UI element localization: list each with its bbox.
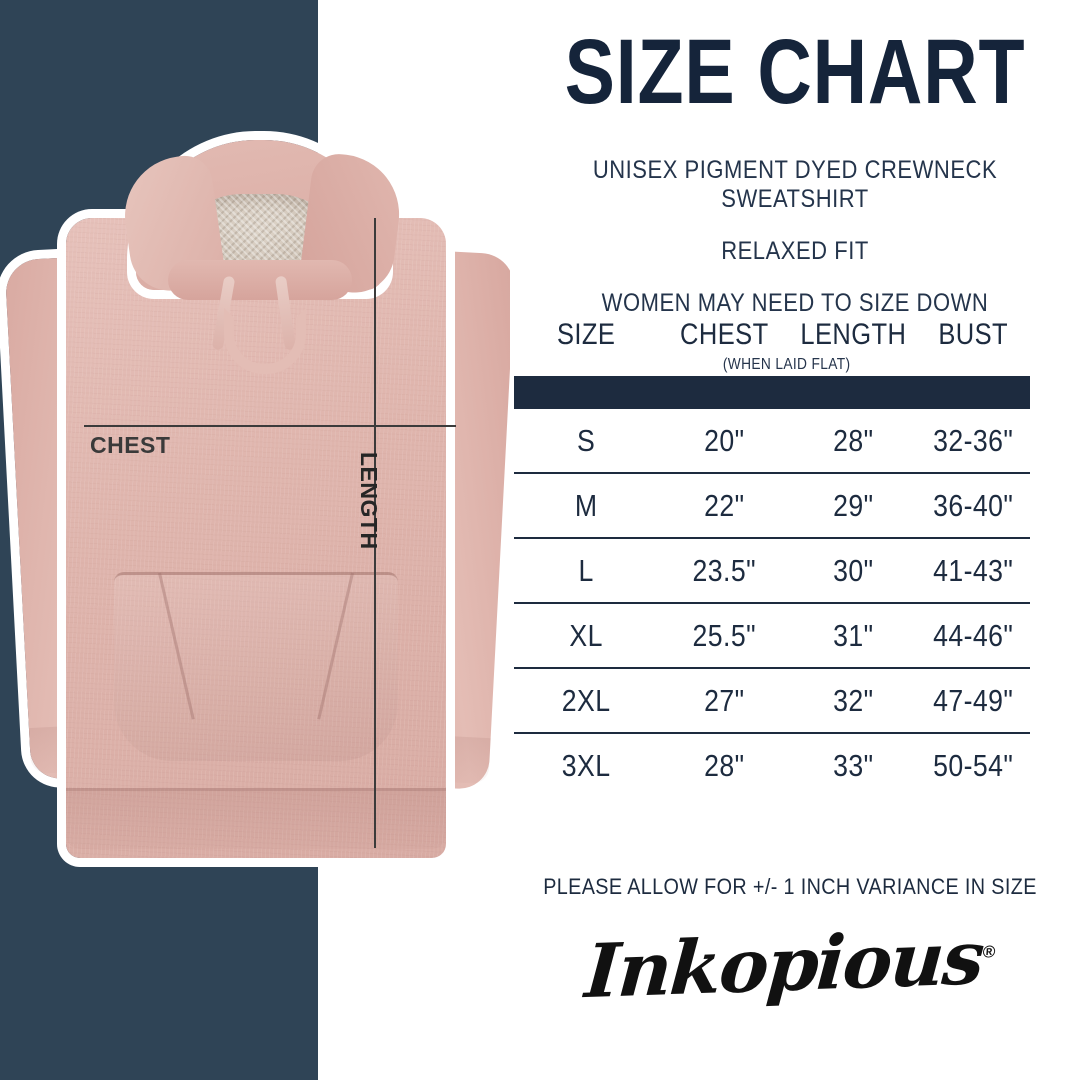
table-row: 2XL 27" 32" 47-49" (514, 668, 1030, 734)
cell-bust: 50-54" (932, 748, 1013, 783)
table-row: XL 25.5" 31" 44-46" (514, 603, 1030, 669)
header-divider (514, 376, 1030, 409)
cell-length: 32" (790, 668, 916, 734)
cell-length: 28" (790, 408, 916, 474)
cell-chest: 22" (658, 473, 791, 539)
page-title: SIZE CHART (564, 21, 1026, 123)
kangaroo-pocket (114, 572, 398, 761)
cell-bust: 32-36" (915, 408, 1030, 474)
cell-size: XL (514, 603, 659, 669)
length-measurement-label: LENGTH (356, 452, 382, 550)
cell-size: S (514, 408, 659, 474)
cell-size: 2XL (514, 668, 659, 734)
cell-chest: 25.5" (658, 603, 791, 669)
cell-chest: 23.5" (658, 538, 791, 604)
variance-footnote: PLEASE ALLOW FOR +/- 1 INCH VARIANCE IN … (543, 874, 1037, 899)
brand-logo: Inkopious® (510, 915, 1070, 1015)
subtitle-sizing-advice: WOMEN MAY NEED TO SIZE DOWN (601, 289, 989, 317)
table-row: M 22" 29" 36-40" (514, 473, 1030, 539)
column-header-bust: BUST (937, 318, 1008, 351)
table-row: L 23.5" 30" 41-43" (514, 538, 1030, 604)
cell-chest: 27" (658, 668, 791, 734)
hem-band (66, 788, 446, 849)
brand-name-text: Inkopious (582, 915, 986, 1016)
chest-measurement-label: CHEST (90, 432, 171, 458)
chart-column: SIZE CHART UNISEX PIGMENT DYED CREWNECK … (510, 0, 1080, 1080)
chest-note-row: (WHEN LAID FLAT) (514, 356, 1030, 376)
table-header-row: SIZE CHEST LENGTH BUST (514, 318, 1030, 356)
table-row: S 20" 28" 32-36" (514, 408, 1030, 474)
size-table: SIZE CHEST LENGTH BUST (WHEN LAID F (514, 318, 1030, 797)
subtitle-fit: RELAXED FIT (721, 237, 869, 265)
cell-chest: 20" (658, 408, 791, 474)
subtitle-product: UNISEX PIGMENT DYED CREWNECK SWEATSHIRT (592, 156, 998, 213)
cell-bust: 47-49" (915, 668, 1030, 734)
subtitle-block: UNISEX PIGMENT DYED CREWNECK SWEATSHIRT … (510, 156, 1080, 341)
registered-trademark-icon: ® (981, 942, 996, 962)
length-measurement-line (374, 218, 376, 848)
table-row: 3XL 28" 33" 50-54" (514, 733, 1030, 797)
column-header-chest: CHEST (680, 318, 769, 351)
column-header-size: SIZE (556, 318, 616, 351)
hoodie-sweatshirt-illustration (4, 140, 510, 870)
table-body: S 20" 28" 32-36" M 22" 29" 36-40" L 23.5… (514, 408, 1030, 797)
cell-chest: 28" (704, 748, 745, 783)
cell-length: 30" (790, 538, 916, 604)
cell-bust: 44-46" (915, 603, 1030, 669)
cell-length: 29" (790, 473, 916, 539)
brand-wordmark: Inkopious® (582, 915, 998, 1015)
product-photo: CHEST LENGTH (0, 0, 510, 1080)
column-header-length: LENGTH (800, 318, 907, 351)
chest-note-label: (WHEN LAID FLAT) (723, 356, 851, 373)
cell-size: L (514, 538, 659, 604)
cell-size: M (514, 473, 659, 539)
neck-band (168, 260, 352, 300)
cell-bust: 41-43" (915, 538, 1030, 604)
drawstring-loop (224, 308, 306, 374)
cell-bust: 36-40" (915, 473, 1030, 539)
cell-length: 31" (790, 603, 916, 669)
cell-length: 33" (833, 748, 874, 783)
cell-size: 3XL (561, 748, 611, 783)
chest-measurement-line (84, 425, 456, 427)
